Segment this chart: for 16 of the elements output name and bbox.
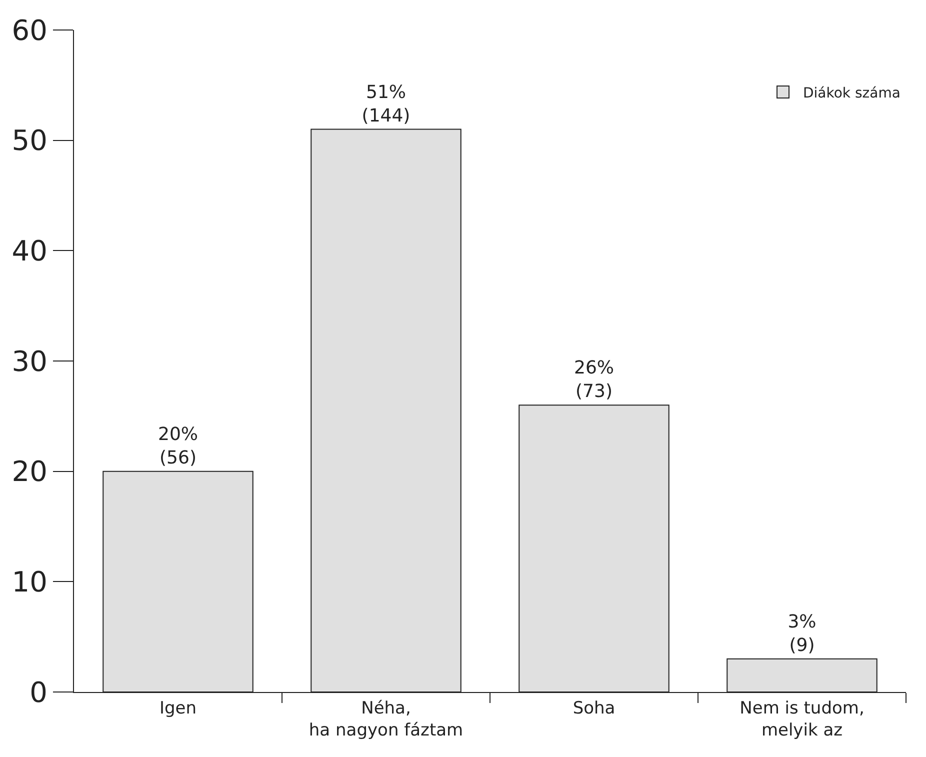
data-label: 51% (144) bbox=[362, 82, 410, 126]
data-label: 3% (9) bbox=[788, 612, 816, 656]
y-tick-label: 40 bbox=[12, 234, 48, 268]
x-tick-label: Nem is tudom, melyik az bbox=[740, 698, 864, 740]
legend-label: Diákok száma bbox=[803, 85, 900, 102]
data-label: 20% (56) bbox=[158, 424, 198, 468]
y-tick-label: 60 bbox=[12, 14, 48, 47]
y-tick-label: 50 bbox=[12, 124, 48, 158]
data-label: 26% (73) bbox=[574, 358, 614, 402]
x-tick-label: Néha, ha nagyon fáztam bbox=[308, 698, 464, 740]
y-tick-label: 20 bbox=[12, 455, 48, 488]
x-tick-label: Soha bbox=[572, 698, 616, 718]
y-tick-label: 10 bbox=[12, 565, 48, 598]
y-tick-label: 30 bbox=[12, 344, 48, 378]
y-tick-label: 0 bbox=[30, 676, 48, 709]
x-tick-label: Igen bbox=[159, 698, 197, 718]
